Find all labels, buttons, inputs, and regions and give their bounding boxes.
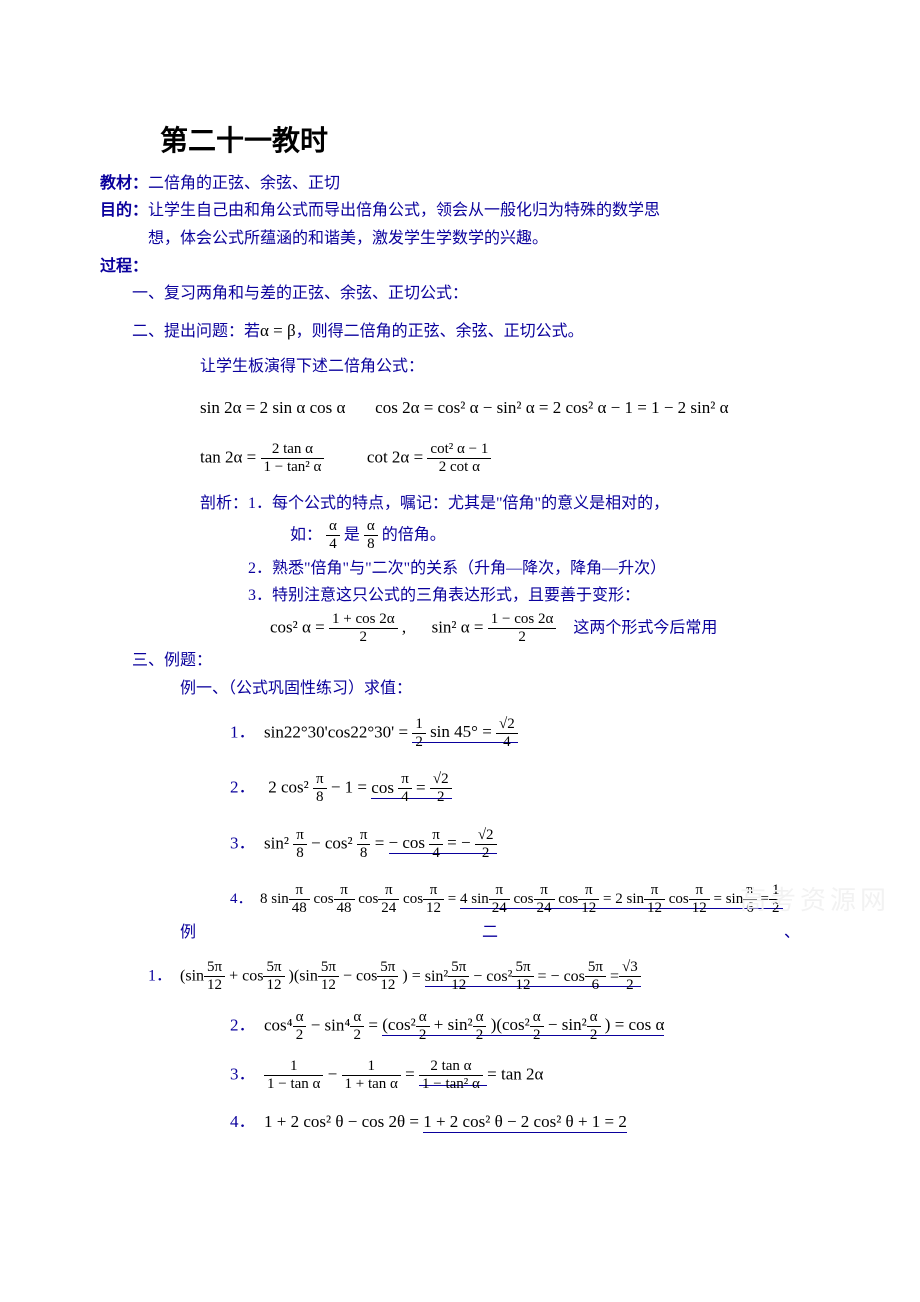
process-line: 过程：	[100, 254, 820, 280]
ex2-4-lhs: 1 + 2 cos² θ − cos 2θ =	[264, 1112, 419, 1131]
ex1-3: 3． sin² π8 − cos² π8 = − cos π4 = − √22	[100, 827, 820, 863]
analysis-label: 剖析：	[200, 495, 248, 512]
formula-row-2: tan 2α = 2 tan α1 − tan² α cot 2α = cot²…	[100, 441, 820, 477]
ex2-4-num: 4．	[230, 1112, 256, 1131]
document-page: 第二十一教时 教材：二倍角的正弦、余弦、正切 目的：让学生自己由和角公式而导出倍…	[0, 0, 920, 1197]
half-comma: ,	[402, 618, 406, 637]
half-cos-frac: 1 + cos 2α2	[329, 611, 398, 647]
formula-cos2a: cos 2α = cos² α − sin² α = 2 cos² α − 1 …	[375, 398, 728, 417]
ex2-2: 2． cos⁴α2 − sin⁴α2 = (cos²α2 + sin²α2 )(…	[100, 1009, 820, 1045]
ex2-4-answer: 1 + 2 cos² θ − 2 cos² θ + 1 = 2	[423, 1112, 627, 1133]
ex1-2-answer: cos π4 = √22	[371, 778, 451, 799]
section-2-prefix: 二、提出问题：若	[132, 323, 260, 340]
half-sin-lhs: sin² α =	[432, 618, 484, 637]
process-label: 过程：	[100, 258, 148, 275]
analysis-1: 剖析：1．每个公式的特点，嘱记：尤其是"倍角"的意义是相对的，	[100, 491, 820, 517]
derive-text: 让学生板演得下述二倍角公式：	[200, 358, 424, 375]
ex2-1-num: 1．	[148, 968, 172, 985]
formula-cot2a-lhs: cot 2α =	[367, 448, 423, 467]
example-1-text: 例一、（公式巩固性练习）求值：	[180, 680, 412, 697]
section-2-suffix: ，则得二倍角的正弦、余弦、正切公式。	[296, 323, 584, 340]
ex2-right: 、	[784, 920, 800, 946]
half-note: 这两个形式今后常用	[573, 620, 717, 637]
ex2-1-answer: sin²5π12 − cos²5π12 = − cos5π6 =√32	[425, 968, 641, 987]
section-3-text: 三、例题：	[132, 652, 212, 669]
purpose-text-2: 想，体会公式所蕴涵的和谐美，激发学生学数学的兴趣。	[148, 230, 548, 247]
analysis-1b-suffix: 的倍角。	[382, 527, 446, 544]
material-text: 二倍角的正弦、余弦、正切	[148, 175, 340, 192]
analysis-2-text: 2．熟悉"倍角"与"二次"的关系（升角—降次，降角—升次）	[248, 560, 666, 577]
ex2-2-answer: (cos²α2 + sin²α2 )(cos²α2 − sin²α2 ) = c…	[382, 1015, 664, 1036]
ex2-4: 4． 1 + 2 cos² θ − cos 2θ = 1 + 2 cos² θ …	[100, 1108, 820, 1135]
ex2-3-num: 3．	[230, 1065, 256, 1084]
analysis-2: 2．熟悉"倍角"与"二次"的关系（升角—降次，降角—升次）	[100, 556, 820, 582]
example-1-label: 例一、（公式巩固性练习）求值：	[100, 676, 820, 702]
purpose-line-2: 想，体会公式所蕴涵的和谐美，激发学生学数学的兴趣。	[100, 226, 820, 252]
section-1-text: 一、复习两角和与差的正弦、余弦、正切公式：	[132, 285, 468, 302]
purpose-text-1: 让学生自己由和角公式而导出倍角公式，领会从一般化归为特殊的数学思	[148, 202, 660, 219]
analysis-1b-prefix: 如：	[290, 527, 322, 544]
derive-line: 让学生板演得下述二倍角公式：	[100, 354, 820, 380]
ex1-1-answer: 12 sin 45° = √24	[412, 722, 517, 743]
ex1-3-answer: − cos π4 = − √22	[389, 833, 497, 854]
formula-sin2a: sin 2α = 2 sin α cos α	[200, 398, 345, 417]
section-1: 一、复习两角和与差的正弦、余弦、正切公式：	[100, 281, 820, 307]
example-2-label: 例 二 、	[100, 920, 820, 946]
section-2: 二、提出问题：若α = β，则得二倍角的正弦、余弦、正切公式。	[100, 317, 820, 345]
frac-a8: α8	[364, 518, 378, 554]
material-line: 教材：二倍角的正弦、余弦、正切	[100, 171, 820, 197]
analysis-3-text: 3．特别注意这只公式的三角表达形式，且要善于变形：	[248, 587, 640, 604]
ex1-4-answer: 4 sinπ24 cosπ24 cosπ12 = 2 sinπ12 cosπ12…	[460, 891, 783, 909]
analysis-1b-mid: 是	[344, 527, 360, 544]
ex1-1: 1． sin22°30'cos22°30' = 12 sin 45° = √24	[100, 716, 820, 752]
ex2-mid: 二	[482, 920, 498, 946]
ex2-2-num: 2．	[230, 1015, 256, 1034]
material-label: 教材：	[100, 175, 148, 192]
ex1-4: 4． 8 sinπ48 cosπ48 cosπ24 cosπ12 = 4 sin…	[100, 882, 820, 918]
ex1-2: 2． 2 cos² π8 − 1 = cos π4 = √22	[100, 771, 820, 807]
ex1-2-num: 2．	[230, 778, 256, 797]
section-3: 三、例题：	[100, 648, 820, 674]
formula-row-1: sin 2α = 2 sin α cos α cos 2α = cos² α −…	[100, 394, 820, 421]
ex2-3-answer: 2 tan α1 − tan² α	[419, 1065, 487, 1086]
ex2-1: 1． (sin5π12 + cos5π12 )(sin5π12 − cos5π1…	[100, 959, 820, 995]
ex2-left: 例	[180, 920, 196, 946]
analysis-3: 3．特别注意这只公式的三角表达形式，且要善于变形：	[100, 583, 820, 609]
ex1-4-num: 4．	[230, 891, 253, 907]
formula-tan2a-frac: 2 tan α1 − tan² α	[261, 441, 325, 477]
ex1-1-num: 1．	[230, 722, 256, 741]
purpose-line: 目的：让学生自己由和角公式而导出倍角公式，领会从一般化归为特殊的数学思	[100, 198, 820, 224]
formula-tan2a-lhs: tan 2α =	[200, 448, 256, 467]
half-cos-lhs: cos² α =	[270, 618, 325, 637]
section-2-eq: α = β	[260, 321, 296, 340]
half-angle-formulas: cos² α = 1 + cos 2α2 , sin² α = 1 − cos …	[100, 611, 820, 647]
ex1-1-lhs: sin22°30'cos22°30' =	[264, 722, 408, 741]
frac-a4: α4	[326, 518, 340, 554]
ex2-3: 3． 11 − tan α − 11 + tan α = 2 tan α1 − …	[100, 1058, 820, 1094]
half-sin-frac: 1 − cos 2α2	[488, 611, 557, 647]
ex1-3-num: 3．	[230, 833, 256, 852]
purpose-label: 目的：	[100, 202, 148, 219]
lesson-title: 第二十一教时	[160, 120, 820, 165]
analysis-1a: 1．每个公式的特点，嘱记：尤其是"倍角"的意义是相对的，	[248, 495, 669, 512]
formula-cot2a-frac: cot² α − 12 cot α	[427, 441, 491, 477]
analysis-1b: 如： α4 是 α8 的倍角。	[100, 518, 820, 554]
